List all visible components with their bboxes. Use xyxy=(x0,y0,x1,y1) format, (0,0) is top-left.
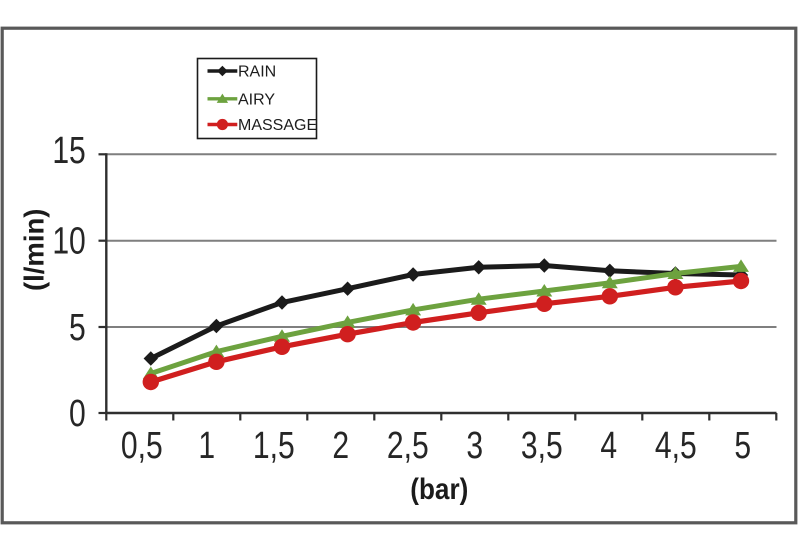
svg-text:15: 15 xyxy=(52,130,85,172)
svg-text:0,5: 0,5 xyxy=(121,425,163,467)
svg-text:5: 5 xyxy=(69,307,86,349)
svg-text:MASSAGE: MASSAGE xyxy=(238,117,317,134)
svg-text:(bar): (bar) xyxy=(410,472,468,505)
svg-text:4: 4 xyxy=(600,425,617,467)
svg-text:(l/min): (l/min) xyxy=(18,209,49,291)
svg-text:0: 0 xyxy=(69,393,86,435)
svg-text:1,5: 1,5 xyxy=(253,425,295,467)
svg-text:4,5: 4,5 xyxy=(655,425,697,467)
svg-text:2,5: 2,5 xyxy=(387,425,429,467)
svg-text:10: 10 xyxy=(52,220,85,262)
svg-text:3,5: 3,5 xyxy=(521,425,563,467)
svg-text:3: 3 xyxy=(466,425,483,467)
svg-text:AIRY: AIRY xyxy=(238,91,275,108)
svg-text:1: 1 xyxy=(198,425,215,467)
svg-text:RAIN: RAIN xyxy=(238,64,276,81)
svg-text:2: 2 xyxy=(332,425,349,467)
svg-text:5: 5 xyxy=(734,425,751,467)
